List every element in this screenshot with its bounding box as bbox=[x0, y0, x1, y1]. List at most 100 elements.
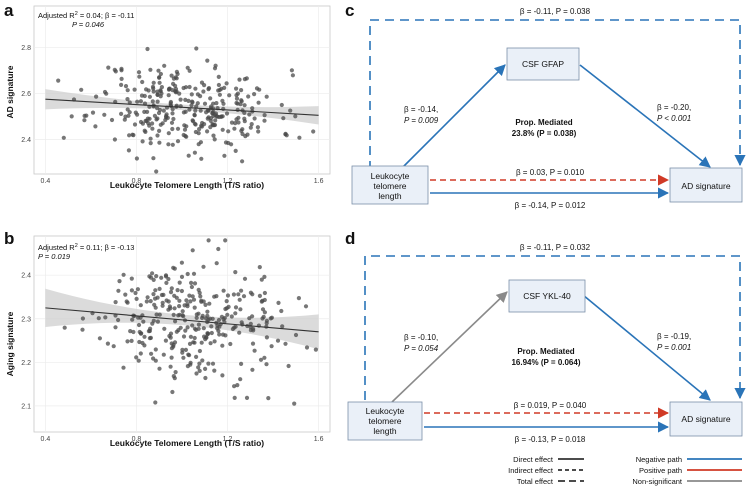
data-point bbox=[188, 299, 193, 304]
data-point bbox=[191, 271, 197, 276]
data-point bbox=[213, 118, 218, 123]
data-point bbox=[169, 286, 174, 291]
data-point bbox=[227, 93, 232, 98]
a-path-p-d: P = 0.054 bbox=[404, 344, 439, 353]
data-point bbox=[135, 112, 140, 117]
data-point bbox=[244, 395, 250, 400]
data-point bbox=[138, 303, 143, 308]
data-point bbox=[199, 156, 204, 161]
data-point bbox=[214, 101, 219, 106]
data-point bbox=[148, 299, 153, 304]
data-point bbox=[231, 292, 236, 297]
data-point bbox=[141, 319, 146, 324]
data-point bbox=[133, 290, 138, 296]
data-point bbox=[119, 82, 124, 87]
data-point bbox=[181, 132, 186, 138]
data-point bbox=[190, 323, 195, 328]
data-point bbox=[119, 111, 124, 116]
data-point bbox=[198, 108, 203, 113]
data-point bbox=[135, 99, 140, 104]
data-point bbox=[246, 94, 251, 99]
data-point bbox=[138, 99, 143, 104]
exposure-box-c bbox=[351, 165, 429, 205]
stat-annotation-a: Adjusted R2 = 0.04; β = -0.11 bbox=[38, 11, 134, 20]
data-point bbox=[226, 140, 231, 146]
data-point bbox=[236, 115, 241, 120]
data-point bbox=[290, 73, 295, 78]
data-point bbox=[239, 288, 244, 293]
data-point bbox=[205, 309, 210, 314]
mediator-box-d bbox=[508, 279, 586, 313]
data-point bbox=[233, 121, 238, 126]
data-point bbox=[202, 83, 207, 88]
data-point bbox=[169, 346, 174, 351]
mediator-box-c bbox=[506, 47, 580, 81]
data-point bbox=[136, 322, 142, 328]
data-point bbox=[192, 150, 197, 155]
data-point bbox=[171, 342, 176, 347]
data-point bbox=[145, 295, 150, 300]
data-point bbox=[187, 107, 192, 112]
exposure-line1-c: Leukocyte bbox=[371, 171, 410, 181]
a-path-c bbox=[397, 64, 506, 173]
data-point bbox=[93, 124, 98, 129]
mediation-diagram-c: β = -0.11, P = 0.038 β = -0.14, P = 0.00… bbox=[351, 7, 746, 210]
plot-frame bbox=[33, 5, 331, 175]
data-point bbox=[196, 131, 201, 136]
data-point bbox=[158, 89, 163, 94]
data-point bbox=[132, 122, 138, 127]
data-point bbox=[208, 106, 213, 111]
data-point bbox=[226, 129, 231, 134]
data-point bbox=[208, 125, 213, 130]
data-point bbox=[206, 361, 211, 366]
data-point bbox=[125, 88, 130, 93]
data-point bbox=[161, 108, 166, 113]
data-point bbox=[182, 303, 187, 308]
data-point bbox=[181, 314, 186, 319]
data-point bbox=[96, 316, 101, 321]
direct-label-d: β = -0.13, P = 0.018 bbox=[515, 435, 586, 444]
a-path-beta-d: β = -0.10, bbox=[404, 333, 438, 342]
data-point bbox=[126, 148, 131, 153]
data-point bbox=[119, 76, 124, 81]
data-point bbox=[151, 292, 156, 297]
data-point bbox=[241, 294, 247, 299]
data-point bbox=[313, 347, 318, 352]
data-point bbox=[175, 126, 181, 131]
data-point bbox=[209, 330, 214, 336]
data-point bbox=[254, 86, 260, 91]
data-point bbox=[152, 113, 157, 118]
data-point bbox=[112, 137, 117, 142]
a-path-p-c: P = 0.009 bbox=[404, 116, 439, 125]
a-path-beta-c: β = -0.14, bbox=[404, 105, 438, 114]
data-point bbox=[293, 114, 298, 119]
data-point bbox=[190, 294, 195, 299]
data-point bbox=[177, 304, 182, 309]
data-point bbox=[189, 284, 194, 290]
data-point bbox=[161, 352, 166, 357]
data-point bbox=[177, 298, 182, 303]
data-point bbox=[198, 94, 203, 99]
data-point bbox=[151, 80, 156, 85]
data-point bbox=[148, 136, 153, 141]
data-point bbox=[142, 93, 147, 99]
mediator-label-c: CSF GFAP bbox=[522, 59, 564, 69]
data-point bbox=[208, 341, 213, 346]
data-point bbox=[163, 338, 168, 343]
data-point bbox=[239, 320, 244, 325]
data-point bbox=[262, 290, 267, 296]
data-point bbox=[185, 325, 190, 330]
data-point bbox=[200, 315, 205, 321]
data-point bbox=[94, 94, 99, 99]
data-point bbox=[170, 142, 175, 147]
data-point bbox=[129, 288, 134, 293]
data-point bbox=[219, 86, 224, 91]
exposure-line1-d: Leukocyte bbox=[366, 406, 405, 416]
data-point bbox=[157, 140, 162, 145]
data-point bbox=[164, 112, 169, 117]
data-point bbox=[275, 338, 281, 343]
data-point bbox=[155, 106, 160, 111]
data-point bbox=[155, 99, 160, 104]
data-point bbox=[236, 292, 241, 297]
data-point bbox=[200, 358, 205, 363]
